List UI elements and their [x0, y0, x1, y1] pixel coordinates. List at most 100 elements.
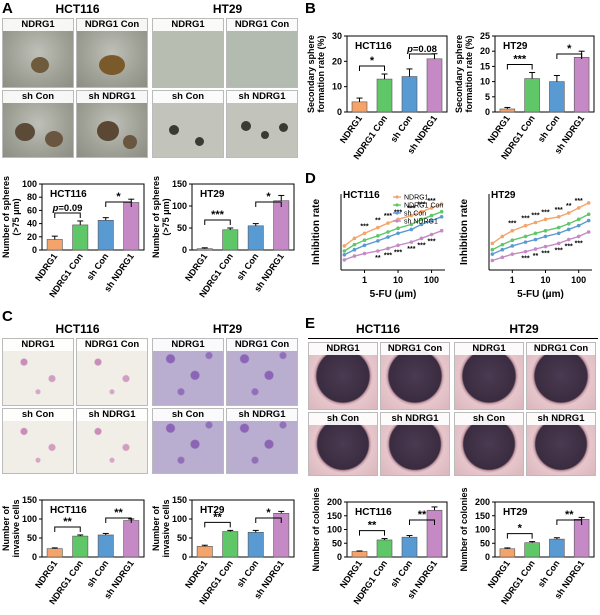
significance-label: ***	[565, 244, 573, 251]
data-point	[500, 234, 505, 239]
significance-label: ***	[513, 53, 527, 65]
x-tick-label: sh Con	[536, 558, 562, 589]
e-image-hct116-ndrg1: NDRG1	[308, 342, 378, 410]
y-tick-label: 30	[332, 31, 342, 41]
significance-bracket	[359, 530, 385, 536]
data-point	[523, 240, 528, 244]
significance-label: ***	[521, 216, 529, 223]
significance-bracket	[54, 526, 81, 532]
data-point	[342, 258, 347, 262]
micrograph-icon	[15, 123, 35, 141]
x-tick-label: 100	[571, 275, 586, 285]
chart-title: HCT116	[355, 507, 392, 518]
significance-label: ***	[407, 206, 415, 213]
micrograph-icon	[279, 123, 288, 132]
y-axis-label: Number of colonies	[311, 487, 321, 571]
significance-label: ***	[417, 202, 425, 209]
data-point	[429, 206, 434, 210]
plot-frame	[191, 183, 295, 251]
significance-label: ***	[360, 223, 368, 230]
a-image-hct116-sh-ndrg1: sh NDRG1	[76, 90, 148, 158]
significance-label: ***	[555, 247, 563, 254]
c-image-hct116-ndrg1-con: NDRG1 Con	[76, 338, 148, 406]
y-tick-label: 25	[480, 31, 490, 41]
significance-label: **	[213, 511, 222, 523]
data-point	[533, 237, 538, 242]
e-header-hct116: HCT116	[355, 322, 401, 336]
data-point	[362, 231, 367, 236]
a-image-label: NDRG1 Con	[77, 19, 147, 31]
y-tick-label: 15	[480, 61, 490, 71]
data-point	[523, 234, 528, 239]
bar	[247, 225, 264, 251]
c-image-label: sh Con	[153, 409, 223, 421]
data-point	[362, 238, 367, 243]
y-axis-label: Secondary sphere	[306, 35, 316, 113]
significance-label: ***	[541, 209, 549, 216]
data-point	[419, 209, 424, 214]
significance-label: ***	[384, 213, 392, 220]
significance-label: *	[518, 523, 523, 535]
significance-label: ***	[531, 213, 539, 220]
plot-frame	[346, 35, 448, 113]
data-point	[586, 201, 591, 205]
chart-title: HCT116	[50, 189, 87, 200]
data-point	[543, 217, 548, 222]
micrograph-icon	[123, 135, 137, 149]
c-image-ht29-ndrg1-con: NDRG1 Con	[226, 338, 298, 406]
bar	[97, 534, 114, 558]
x-tick-label: sh Con	[388, 113, 414, 144]
data-point	[556, 215, 561, 219]
data-point	[533, 220, 538, 225]
data-point	[543, 234, 548, 239]
y-tick-label: 150	[475, 511, 490, 521]
x-tick-label: sh Con	[235, 558, 261, 589]
significance-bracket	[506, 63, 533, 70]
y-tick-label: 0	[485, 552, 490, 562]
bar	[123, 520, 140, 558]
data-point	[419, 217, 424, 222]
significance-bracket	[255, 201, 282, 207]
bar	[524, 542, 540, 558]
data-point	[543, 228, 548, 233]
data-point	[409, 227, 414, 232]
significance-label: **	[533, 253, 539, 260]
significance-label: ***	[427, 239, 435, 246]
c-image-hct116-ndrg1: NDRG1	[2, 338, 74, 406]
data-point	[586, 230, 591, 234]
data-point	[376, 234, 380, 238]
chart-title: HT29	[503, 41, 528, 52]
y-tick-label: 100	[327, 525, 342, 535]
x-tick-label: NDRG1	[183, 251, 209, 283]
micrograph-icon	[97, 121, 119, 141]
data-point	[419, 222, 424, 227]
data-point	[566, 237, 571, 242]
y-tick-label: 100	[22, 179, 37, 189]
bar	[376, 539, 393, 558]
data-point	[500, 255, 505, 260]
bar	[549, 538, 565, 558]
y-tick-label: 100	[172, 514, 187, 524]
a-header-hct116: HCT116	[55, 2, 100, 16]
a-image-label: sh Con	[153, 91, 223, 103]
significance-bracket	[506, 533, 533, 539]
a-image-label: sh NDRG1	[77, 91, 147, 103]
plot-frame	[41, 183, 145, 251]
significance-label: **	[566, 203, 572, 210]
y-tick-label: 200	[475, 497, 490, 507]
x-tick-label: sh Con	[235, 251, 261, 282]
chart-title: HCT116	[50, 505, 87, 516]
a-image-hct116-ndrg1-con: NDRG1 Con	[76, 18, 148, 88]
a-header-ht29: HT29	[212, 2, 243, 16]
panel-letter-e: E	[305, 315, 316, 332]
bar	[196, 248, 213, 251]
panel-letter-c: C	[2, 308, 13, 325]
data-point	[342, 253, 347, 257]
bar	[426, 58, 443, 113]
significance-bracket	[54, 212, 81, 218]
bar	[573, 56, 590, 113]
y-tick-label: 150	[172, 179, 187, 189]
significance-label: ***	[427, 198, 435, 205]
c-image-label: sh NDRG1	[227, 409, 297, 421]
data-point	[376, 225, 380, 230]
